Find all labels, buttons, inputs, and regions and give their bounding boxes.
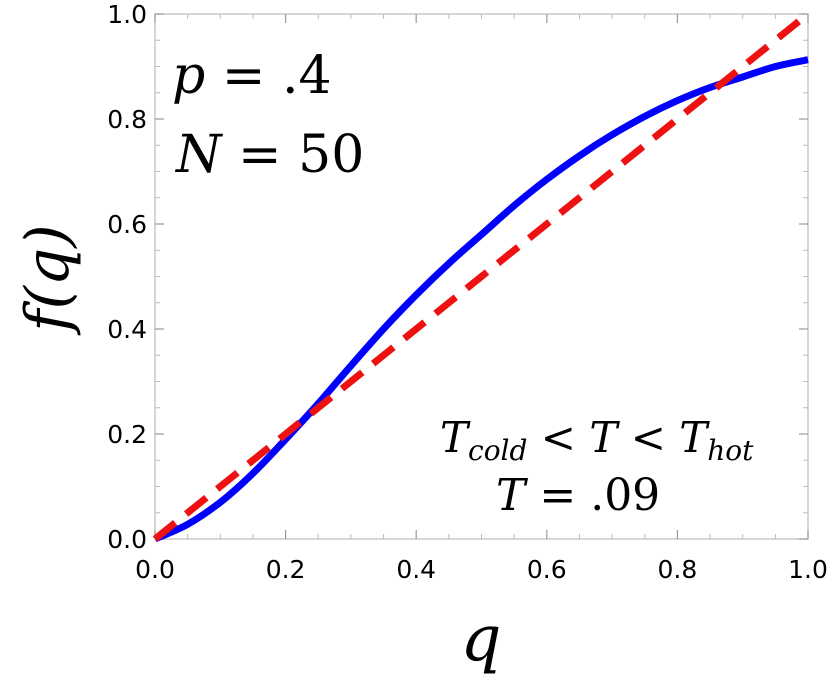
tick-labels: 0.0 0.2 0.4 0.6 0.8 1.0 0.0 0.2 0.4 0.6 0.8 1.0	[107, 0, 828, 584]
y-tick-label: 1.0	[107, 0, 147, 29]
x-tick-label: 0.8	[658, 555, 698, 584]
dashed-line-series	[152, 11, 811, 542]
x-tick-label: 0.0	[135, 555, 175, 584]
x-tick-label: 0.2	[266, 555, 306, 584]
x-tick-label: 0.6	[527, 555, 567, 584]
x-axis-title: q	[461, 602, 502, 676]
solid-curve-series	[153, 56, 809, 543]
annotation-p: p = .4	[172, 46, 332, 106]
series-group	[152, 11, 811, 543]
y-axis-title: f(q)	[13, 224, 83, 335]
y-tick-label: 0.0	[107, 525, 147, 554]
ticks	[154, 13, 809, 540]
y-tick-label: 0.6	[107, 210, 147, 239]
annotation-n: N = 50	[174, 125, 364, 185]
x-tick-label: 1.0	[788, 555, 828, 584]
y-tick-label: 0.2	[107, 420, 147, 449]
y-tick-label: 0.8	[107, 105, 147, 134]
y-tick-label: 0.4	[107, 315, 147, 344]
annotation-regime: Tcold < T < Thot	[440, 413, 754, 467]
x-tick-label: 0.4	[396, 555, 436, 584]
annotation-temperature: T = .09	[496, 470, 660, 521]
